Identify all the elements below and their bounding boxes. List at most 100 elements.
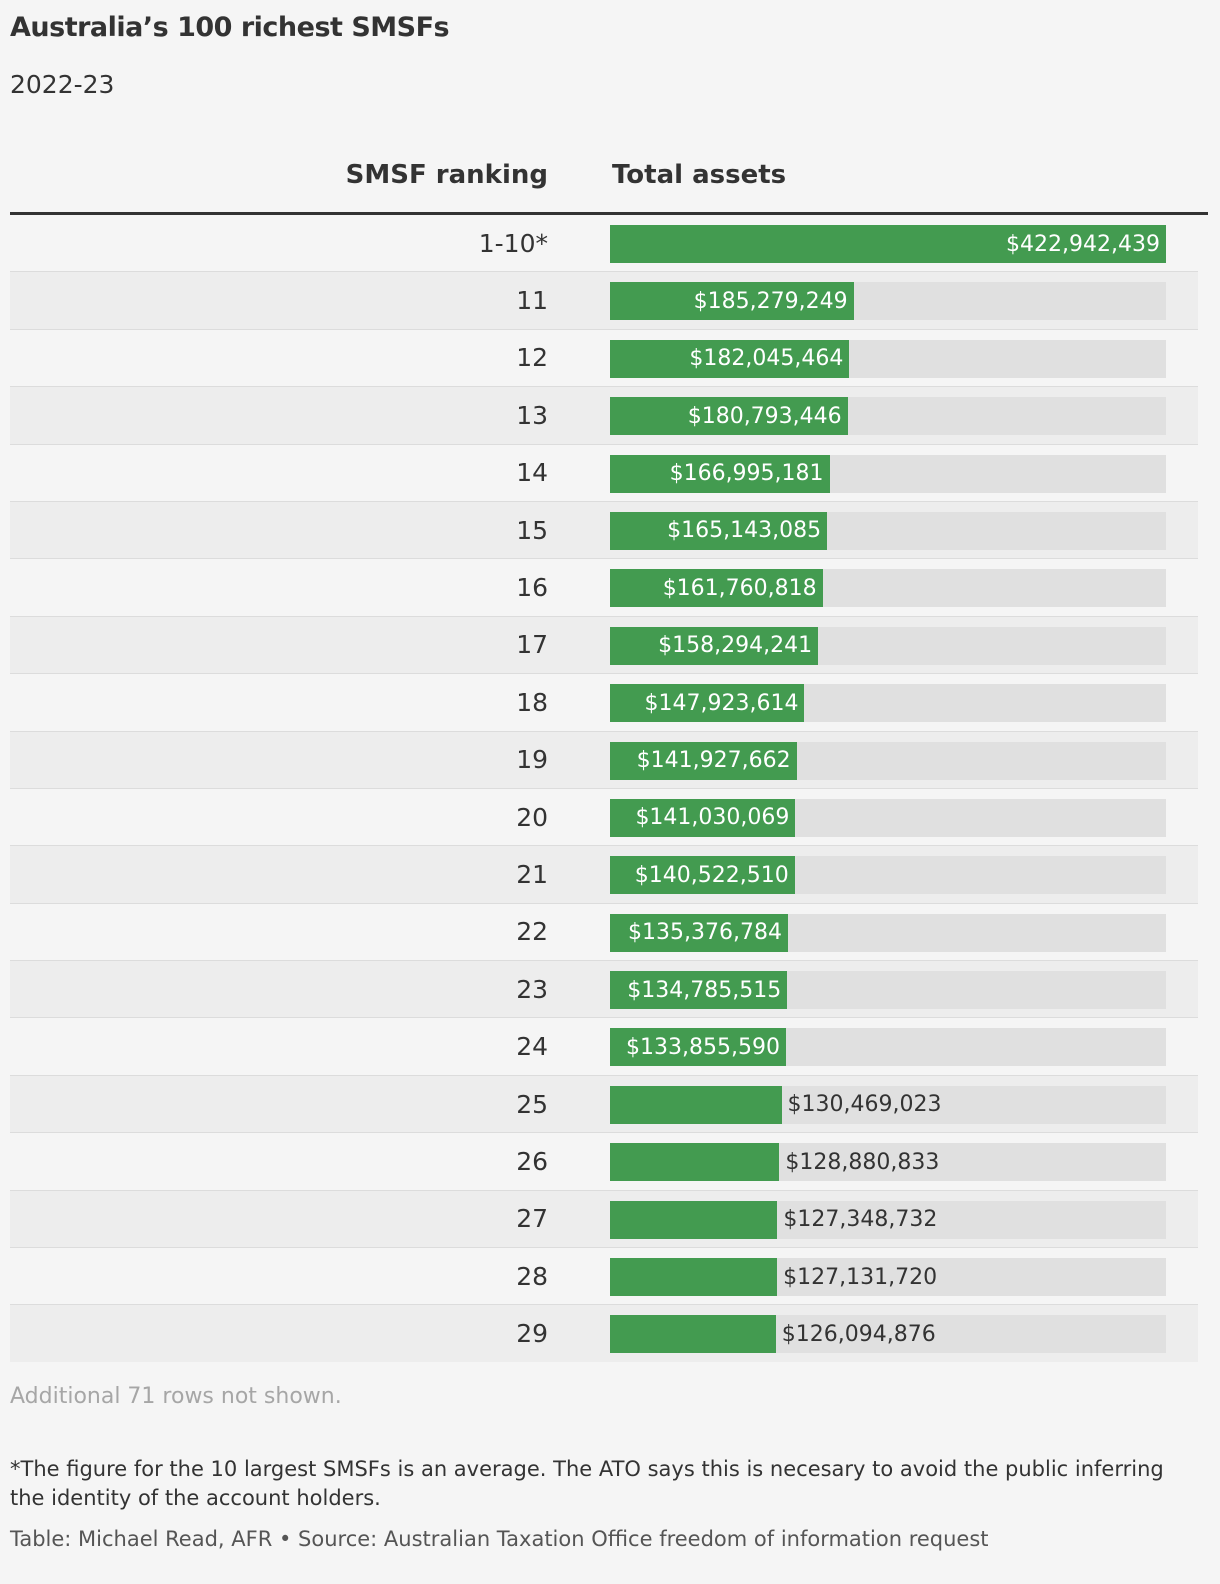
source-credit: Table: Michael Read, AFR • Source: Austr…	[10, 1527, 989, 1551]
value-label: $161,760,818	[662, 575, 817, 601]
rank-label: 26	[516, 1146, 548, 1176]
value-label: $158,294,241	[658, 633, 813, 659]
bar-track: $180,793,446	[610, 397, 1166, 436]
value-label: $127,131,720	[783, 1264, 938, 1290]
column-header-assets[interactable]: Total assets	[612, 160, 787, 190]
asset-bar	[610, 1315, 776, 1354]
table-row[interactable]: 14 $166,995,181	[10, 444, 1198, 502]
rank-label: 19	[516, 745, 548, 775]
rank-label: 15	[516, 515, 548, 545]
table-row[interactable]: 23 $134,785,515	[10, 961, 1198, 1019]
chart-title: Australia’s 100 richest SMSFs	[10, 12, 450, 43]
asset-bar	[610, 1258, 778, 1297]
value-label: $127,348,732	[783, 1207, 938, 1233]
rank-label: 11	[516, 286, 548, 316]
rank-label: 23	[516, 974, 548, 1004]
table-row[interactable]: 13 $180,793,446	[10, 387, 1198, 445]
rank-label: 28	[516, 1261, 548, 1291]
bar-track: $126,094,876	[610, 1315, 1166, 1354]
header-divider	[10, 212, 1208, 215]
asset-bar	[610, 1028, 786, 1067]
bar-track: $134,785,515	[610, 971, 1166, 1010]
rank-label: 1-10*	[478, 228, 548, 258]
rank-label: 24	[516, 1032, 548, 1062]
value-label: $422,942,439	[1006, 231, 1160, 257]
rank-label: 29	[516, 1319, 548, 1349]
asset-bar	[610, 971, 788, 1010]
value-label: $141,927,662	[636, 748, 791, 774]
rank-label: 14	[516, 458, 548, 488]
asset-bar	[610, 397, 848, 436]
asset-bar	[610, 1085, 782, 1124]
asset-bar	[610, 225, 1166, 263]
bar-track: $166,995,181	[610, 454, 1166, 493]
table-row[interactable]: 17 $158,294,241	[10, 616, 1198, 675]
table-row[interactable]: 19 $141,927,662	[10, 731, 1198, 789]
table-row[interactable]: 1-10* $422,942,439	[10, 215, 1198, 273]
table-row[interactable]: 27 $127,348,732	[10, 1190, 1198, 1249]
table-row[interactable]: 24 $133,855,590	[10, 1018, 1198, 1076]
bar-track: $185,279,249	[610, 282, 1166, 321]
asset-bar	[610, 511, 828, 550]
asset-bar	[610, 741, 797, 780]
table-row[interactable]: 28 $127,131,720	[10, 1248, 1198, 1306]
value-label: $180,793,446	[687, 403, 842, 429]
bar-track: $140,522,510	[610, 856, 1166, 895]
table-body: 1-10* $422,942,439 11 $185,279,249 12 $182,04…	[10, 215, 1198, 1362]
table-row[interactable]: 21 $140,522,510	[10, 846, 1198, 904]
value-label: $134,785,515	[627, 977, 782, 1003]
rank-label: 22	[516, 917, 548, 947]
table-row[interactable]: 11 $185,279,249	[10, 272, 1198, 330]
asset-bar	[610, 856, 795, 895]
rank-label: 27	[516, 1204, 548, 1234]
value-label: $126,094,876	[781, 1321, 936, 1347]
bar-track: $141,927,662	[610, 741, 1166, 780]
bar-track: $127,131,720	[610, 1258, 1166, 1297]
bar-track: $165,143,085	[610, 511, 1166, 550]
asset-bar	[610, 569, 823, 608]
value-label: $133,855,590	[626, 1034, 780, 1060]
bar-track: $135,376,784	[610, 913, 1166, 952]
asset-bar	[610, 798, 796, 837]
table-row[interactable]: 12 $182,045,464	[10, 329, 1198, 388]
asset-bar	[610, 913, 788, 952]
table-row[interactable]: 26 $128,880,833	[10, 1133, 1198, 1191]
hidden-rows-note: Additional 71 rows not shown.	[10, 1384, 342, 1409]
bar-track: $128,880,833	[610, 1143, 1166, 1182]
value-label: $130,469,023	[787, 1092, 942, 1118]
value-label: $147,923,614	[644, 690, 799, 716]
value-label: $182,045,464	[689, 346, 844, 372]
asset-bar	[610, 684, 805, 723]
table-row[interactable]: 22 $135,376,784	[10, 903, 1198, 962]
rank-label: 20	[516, 802, 548, 832]
bar-track: $182,045,464	[610, 339, 1166, 378]
table-row[interactable]: 20 $141,030,069	[10, 788, 1198, 847]
rank-label: 16	[516, 573, 548, 603]
footnote: *The figure for the 10 largest SMSFs is …	[10, 1457, 1164, 1510]
chart-subtitle: 2022-23	[10, 70, 115, 99]
bar-track: $133,855,590	[610, 1028, 1166, 1067]
bar-track: $147,923,614	[610, 684, 1166, 723]
value-label: $166,995,181	[669, 461, 824, 487]
asset-bar	[610, 339, 850, 378]
bar-track: $158,294,241	[610, 626, 1166, 665]
rank-label: 18	[516, 687, 548, 717]
bar-track: $127,348,732	[610, 1200, 1166, 1239]
asset-bar	[610, 1200, 778, 1239]
bar-track: $161,760,818	[610, 569, 1166, 608]
table-row[interactable]: 25 $130,469,023	[10, 1075, 1198, 1134]
rank-label: 13	[516, 400, 548, 430]
value-label: $140,522,510	[634, 862, 789, 888]
asset-bar	[610, 1143, 780, 1182]
asset-bar	[610, 454, 830, 493]
table-row[interactable]: 18 $147,923,614	[10, 674, 1198, 732]
bar-track: $422,942,439	[610, 225, 1166, 263]
table-row[interactable]: 15 $165,143,085	[10, 501, 1198, 560]
table-row[interactable]: 29 $126,094,876	[10, 1305, 1198, 1362]
column-header-rank[interactable]: SMSF ranking	[345, 160, 548, 190]
table-row[interactable]: 16 $161,760,818	[10, 559, 1198, 617]
asset-bar	[610, 626, 819, 665]
rank-label: 17	[516, 630, 548, 660]
rank-label: 21	[516, 859, 548, 889]
value-label: $141,030,069	[635, 805, 790, 831]
